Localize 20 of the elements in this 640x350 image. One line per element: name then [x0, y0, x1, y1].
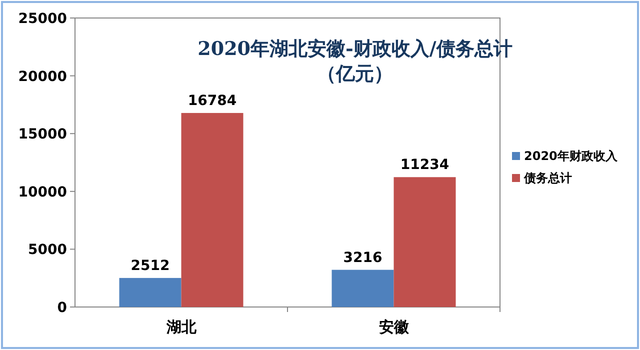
- y-tick-label: 15000: [18, 126, 68, 143]
- y-tick-label: 0: [57, 300, 68, 316]
- x-tick-label: 安徽: [378, 318, 410, 336]
- bar: [119, 278, 182, 307]
- x-tick-label: 湖北: [165, 318, 198, 336]
- y-tick-label: 10000: [18, 184, 68, 200]
- data-label: 3216: [343, 250, 382, 266]
- data-label: 11234: [400, 157, 450, 174]
- text: 2020年湖北安徽-财政收入/债务总计: [198, 38, 512, 60]
- data-label: 16784: [188, 92, 237, 109]
- bar: [332, 270, 394, 307]
- y-tick-label: 5000: [28, 242, 68, 258]
- bar: [394, 177, 456, 307]
- legend-label: 债务总计: [523, 171, 572, 185]
- y-tick-label: 25000: [18, 11, 68, 27]
- legend-label: 2020年财政收入: [524, 149, 618, 163]
- data-label: 2512: [130, 258, 170, 274]
- text: （亿元）: [317, 63, 393, 85]
- bar: [181, 112, 244, 307]
- y-tick-label: 20000: [18, 68, 68, 85]
